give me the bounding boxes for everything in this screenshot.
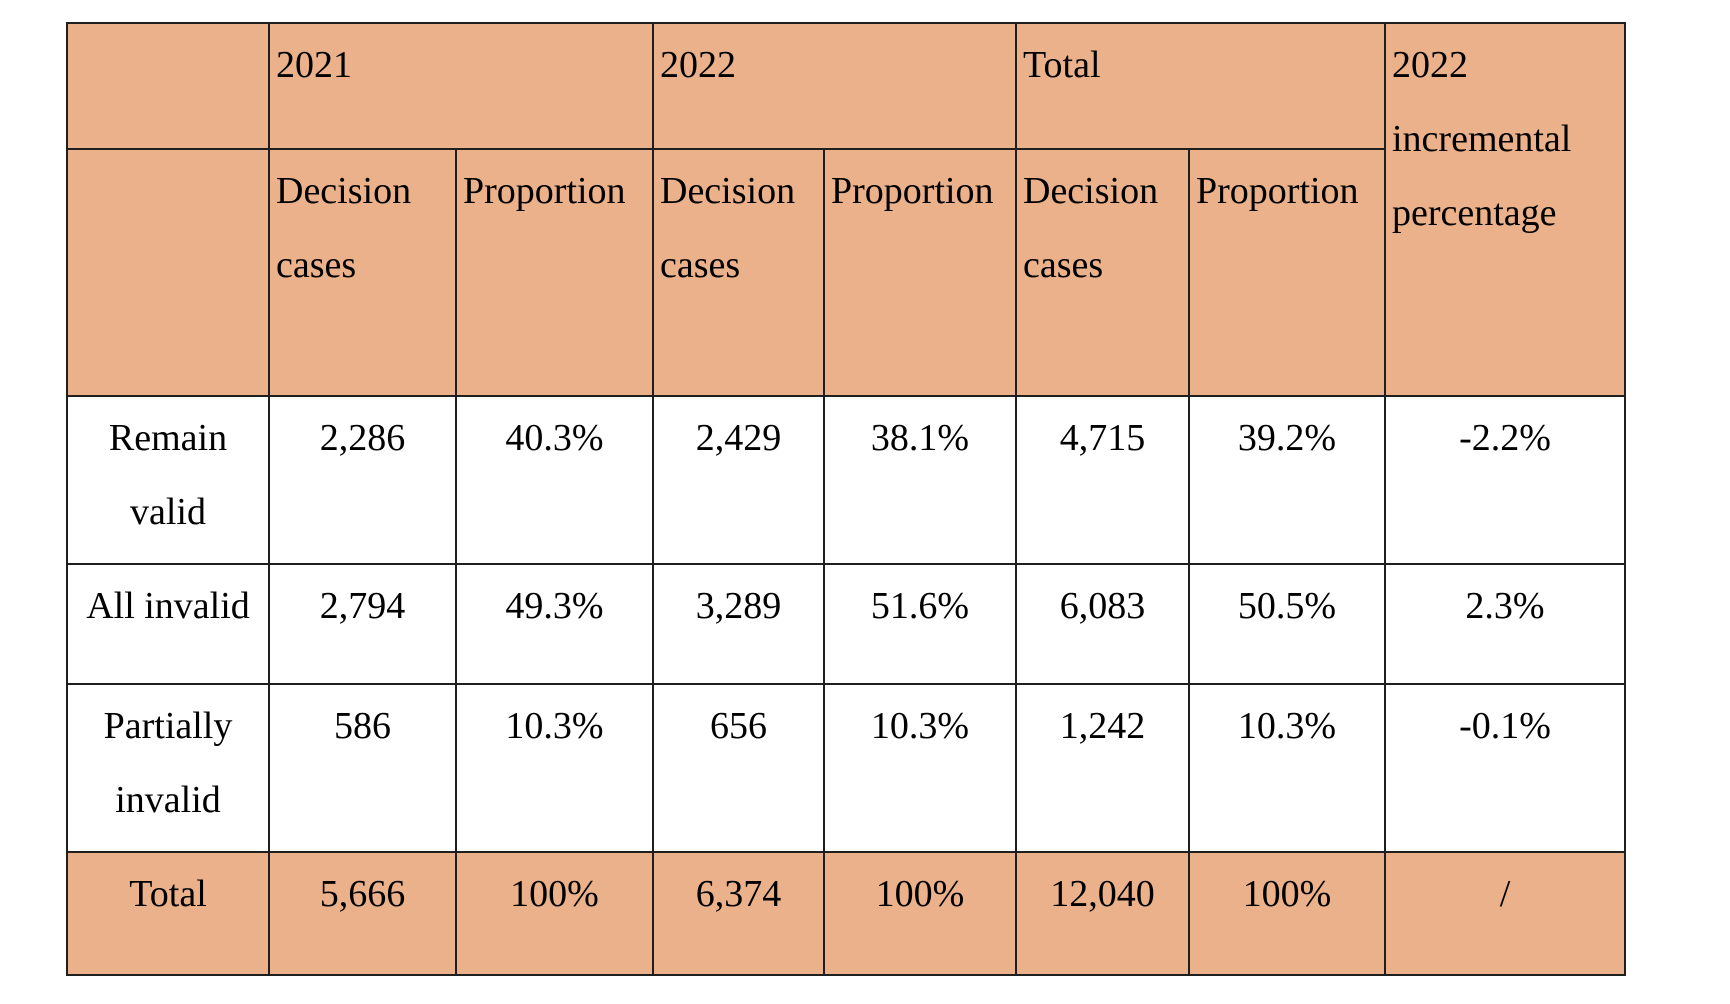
header-2022-proportion: Proportion (823, 148, 1017, 397)
row-all-invalid: All invalid 2,794 49.3% 3,289 51.6% 6,08… (66, 563, 1626, 685)
data-cell: 50.5% (1188, 563, 1386, 685)
data-cell: 40.3% (455, 395, 654, 565)
data-cell: 10.3% (1188, 683, 1386, 853)
data-cell: 2,794 (268, 563, 457, 685)
row-partially-invalid: Partially invalid 586 10.3% 656 10.3% 1,… (66, 683, 1626, 853)
row-label: Total (66, 851, 270, 976)
decision-cases-table: 2021 2022 Total 2022 incremental percent… (66, 22, 1626, 976)
row-label: Remain valid (66, 395, 270, 565)
corner-cell-bottom (66, 148, 270, 397)
header-row-subcolumns: Decision cases Proportion Decision cases… (66, 148, 1625, 397)
data-cell: 4,715 (1015, 395, 1190, 565)
header-group-total: Total (1015, 22, 1386, 150)
corner-cell-top (66, 22, 270, 150)
data-cell: 100% (823, 851, 1017, 976)
data-cell: 10.3% (455, 683, 654, 853)
header-group-2022: 2022 (652, 22, 1017, 150)
data-cell: 12,040 (1015, 851, 1190, 976)
data-cell: 586 (268, 683, 457, 853)
data-cell: 6,083 (1015, 563, 1190, 685)
header-total-decision-cases: Decision cases (1015, 148, 1190, 397)
header-group-2021: 2021 (268, 22, 654, 150)
data-cell: / (1384, 851, 1626, 976)
row-total: Total 5,666 100% 6,374 100% 12,040 100% … (66, 851, 1626, 976)
data-cell: 2,286 (268, 395, 457, 565)
data-cell: 100% (1188, 851, 1386, 976)
row-label: Partially invalid (66, 683, 270, 853)
data-cell: 2.3% (1384, 563, 1626, 685)
data-cell: 51.6% (823, 563, 1017, 685)
data-cell: 38.1% (823, 395, 1017, 565)
data-cell: 656 (652, 683, 825, 853)
row-label: All invalid (66, 563, 270, 685)
data-cell: 100% (455, 851, 654, 976)
header-row-groups: 2021 2022 Total 2022 incremental percent… (66, 22, 1626, 397)
data-cell: 6,374 (652, 851, 825, 976)
data-cell: -2.2% (1384, 395, 1626, 565)
data-cell: 5,666 (268, 851, 457, 976)
header-2022-decision-cases: Decision cases (652, 148, 825, 397)
data-cell: 10.3% (823, 683, 1017, 853)
header-total-proportion: Proportion (1188, 148, 1386, 397)
data-cell: 39.2% (1188, 395, 1386, 565)
data-cell: 2,429 (652, 395, 825, 565)
header-2021-proportion: Proportion (455, 148, 654, 397)
header-incremental-percentage: 2022 incremental percentage (1384, 22, 1626, 397)
data-cell: 3,289 (652, 563, 825, 685)
header-2021-decision-cases: Decision cases (268, 148, 457, 397)
data-cell: 49.3% (455, 563, 654, 685)
data-cell: -0.1% (1384, 683, 1626, 853)
data-cell: 1,242 (1015, 683, 1190, 853)
row-remain-valid: Remain valid 2,286 40.3% 2,429 38.1% 4,7… (66, 395, 1626, 565)
